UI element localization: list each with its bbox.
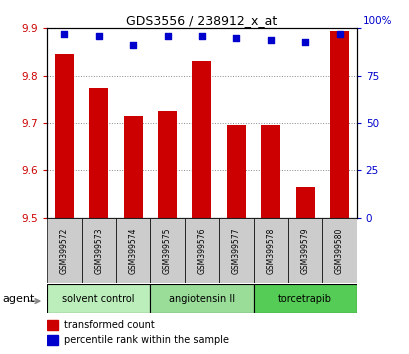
Bar [89, 87, 108, 218]
Text: GSM399577: GSM399577 [231, 227, 240, 274]
Bar [47, 284, 150, 313]
Bar [81, 218, 116, 283]
Bar [55, 55, 74, 218]
Text: GSM399574: GSM399574 [128, 227, 137, 274]
Bar [261, 125, 279, 218]
Bar [47, 336, 58, 345]
Text: 100%: 100% [362, 16, 391, 27]
Text: angiotensin II: angiotensin II [169, 294, 234, 304]
Bar [253, 218, 287, 283]
Point [301, 39, 308, 44]
Text: GSM399575: GSM399575 [163, 227, 172, 274]
Bar [287, 218, 321, 283]
Bar [158, 111, 177, 218]
Bar [150, 284, 253, 313]
Text: torcetrapib: torcetrapib [277, 294, 331, 304]
Text: GSM399580: GSM399580 [334, 227, 343, 274]
Bar [226, 125, 245, 218]
Bar [47, 218, 81, 283]
Text: agent: agent [2, 294, 34, 304]
Text: GSM399576: GSM399576 [197, 227, 206, 274]
Bar [329, 31, 348, 218]
Point [232, 35, 239, 41]
Text: GSM399572: GSM399572 [60, 227, 69, 274]
Text: GSM399573: GSM399573 [94, 227, 103, 274]
Point [130, 42, 136, 48]
Bar [253, 284, 356, 313]
Text: percentile rank within the sample: percentile rank within the sample [64, 335, 229, 346]
Text: solvent control: solvent control [62, 294, 135, 304]
Text: transformed count: transformed count [64, 320, 155, 330]
Point [61, 31, 67, 37]
Bar [321, 218, 356, 283]
Bar [150, 218, 184, 283]
Title: GDS3556 / 238912_x_at: GDS3556 / 238912_x_at [126, 14, 277, 27]
Point [95, 33, 102, 39]
Text: GSM399578: GSM399578 [265, 227, 274, 274]
Point [164, 33, 171, 39]
Point [267, 37, 273, 42]
Bar [124, 116, 142, 218]
Point [198, 33, 204, 39]
Bar [192, 62, 211, 218]
Bar [184, 218, 218, 283]
Bar [116, 218, 150, 283]
Bar [47, 320, 58, 330]
Point [335, 31, 342, 37]
Bar [218, 218, 253, 283]
Text: GSM399579: GSM399579 [300, 227, 309, 274]
Bar [295, 187, 314, 218]
